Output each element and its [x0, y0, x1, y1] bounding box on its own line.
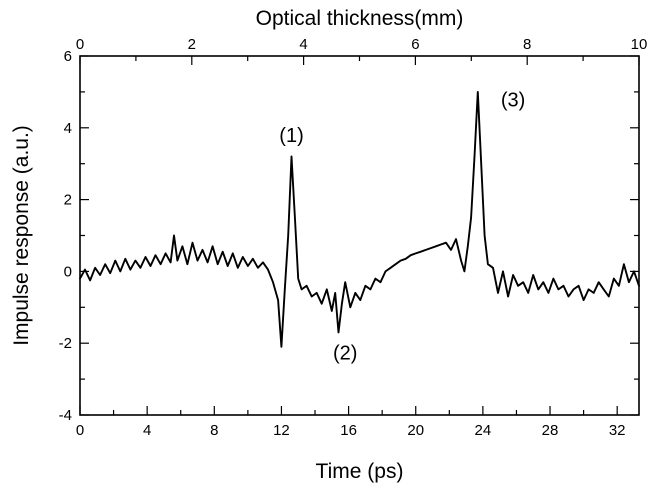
- x2-tick-label: 8: [523, 36, 531, 53]
- y-tick-label: 2: [64, 192, 72, 209]
- impulse-response-line: [79, 90, 640, 348]
- y-tick-label: 0: [64, 263, 72, 280]
- y-tick-label: -2: [59, 335, 72, 352]
- x2-tick-label: 4: [299, 36, 307, 53]
- y-tick-label: -4: [59, 407, 72, 424]
- x-tick-label: 4: [143, 422, 151, 439]
- y-tick-label: 6: [64, 48, 72, 65]
- x-tick-label: 28: [542, 422, 559, 439]
- y-tick-label: 4: [64, 120, 72, 137]
- x2-axis-title: Optical thickness(mm): [256, 7, 464, 30]
- x-tick-label: 8: [210, 422, 218, 439]
- annotations: (1) (2) (3): [279, 89, 525, 364]
- x2-tick-label: 2: [188, 36, 196, 53]
- x-tick-label: 16: [340, 422, 357, 439]
- x-axis-title: Time (ps): [316, 460, 404, 483]
- x-tick-label: 32: [609, 422, 626, 439]
- plot-frame: [79, 55, 640, 416]
- x-tick-label: 20: [407, 422, 424, 439]
- peak-annotation: (1): [279, 125, 303, 147]
- x2-tick-label: 6: [411, 36, 419, 53]
- peak-annotation: (2): [333, 342, 357, 364]
- series-layer: [79, 90, 640, 348]
- x-tick-label: 12: [273, 422, 290, 439]
- x2-tick-label: 10: [631, 36, 648, 53]
- peak-annotation: (3): [501, 89, 525, 111]
- x-tick-label: 24: [475, 422, 492, 439]
- axis-ticks: [79, 55, 640, 416]
- x-tick-label: 0: [76, 422, 84, 439]
- y-axis-title: Impulse response (a.u.): [10, 125, 33, 346]
- x2-tick-label: 0: [76, 36, 84, 53]
